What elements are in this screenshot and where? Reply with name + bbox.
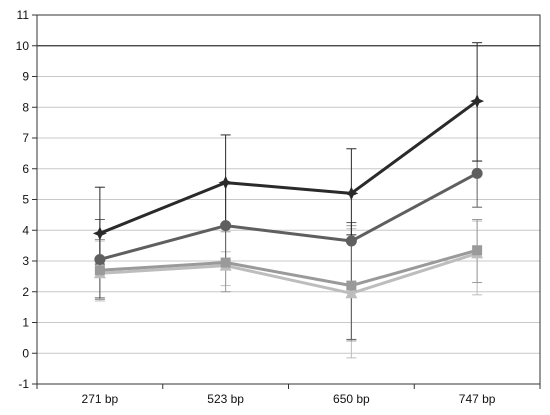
data-point-s0-0 [92,226,107,241]
x-tick-label: 271 bp [82,392,119,406]
series-markers [92,94,485,299]
data-point-s1-2 [345,235,357,247]
data-point-s2-2 [346,280,357,291]
y-tick-label: 2 [22,285,29,299]
data-point-s0-3 [470,94,485,109]
x-tick-label: 650 bp [333,392,370,406]
data-point-s3-2 [345,287,358,299]
y-tick-label: 11 [17,8,30,22]
y-tick-label: 10 [16,39,30,53]
x-tick-label: 747 bp [459,392,496,406]
data-point-s0-1 [218,175,233,190]
y-tick-label: 8 [22,100,29,114]
y-tick-label: 4 [22,223,29,237]
series-line-1 [99,172,478,261]
data-point-s2-1 [220,257,231,268]
y-tick-label: 5 [22,193,29,207]
y-tick-label: 9 [22,70,29,84]
series-line-3 [99,251,478,295]
data-point-s1-3 [471,167,483,179]
y-tick-label: 6 [22,162,29,176]
y-tick-label: 1 [22,316,29,330]
data-point-s1-1 [220,220,232,232]
y-tick-label: 3 [22,254,29,268]
gridlines [37,14,540,385]
x-axis-ticks: 271 bp 523 bp 650 bp 747 bp [36,384,541,406]
series-line-2 [99,248,478,288]
data-point-s2-0 [94,265,105,276]
y-tick-label: 0 [22,346,29,360]
y-tick-label: 7 [22,131,29,145]
series-lines [99,99,479,295]
data-point-s0-2 [344,186,359,201]
y-axis-ticks: -1 0 1 2 3 4 5 6 7 8 9 10 11 [16,8,37,391]
x-tick-label: 523 bp [207,392,244,406]
data-point-s1-0 [94,253,106,265]
data-point-s2-3 [472,245,483,256]
y-tick-label: -1 [18,377,29,391]
plot-frame [36,14,541,385]
series-line-0 [99,99,479,235]
